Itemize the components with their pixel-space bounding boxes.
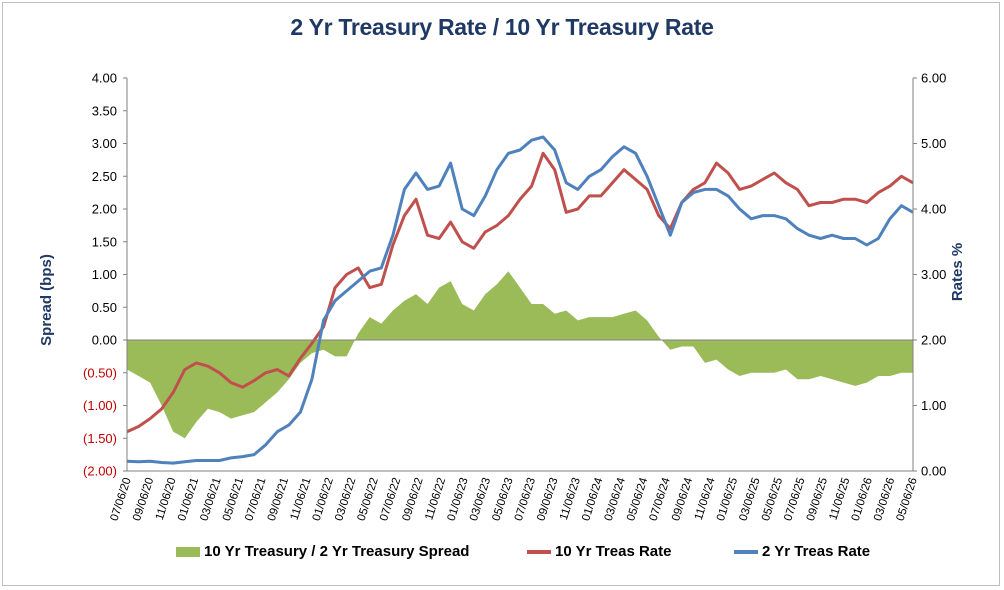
x-tick-label: 09/06/20: [131, 476, 156, 522]
left-tick-label: 2.00: [92, 202, 117, 217]
x-tick-label: 05/06/24: [625, 476, 650, 523]
x-tick-label: 11/06/23: [558, 476, 583, 521]
left-tick-label: (2.00): [83, 464, 117, 479]
x-tick-label: 01/06/21: [176, 476, 201, 522]
legend-swatch-spread: [176, 546, 200, 557]
left-tick-label: (1.00): [83, 398, 117, 413]
x-tick-label: 03/06/25: [737, 476, 762, 522]
x-tick-label: 01/06/25: [715, 476, 740, 522]
x-tick-labels: 07/06/2009/06/2011/06/2001/06/2103/06/21…: [109, 476, 920, 523]
left-tick-label: 1.00: [92, 267, 117, 282]
x-tick-label: 05/06/25: [760, 476, 785, 522]
legend-swatch-10yr: [527, 549, 551, 554]
right-tick-label: 2.00: [921, 333, 946, 348]
x-tick-label: 05/06/26: [895, 476, 920, 522]
left-tick-label: 4.00: [92, 71, 117, 86]
x-tick-label: 07/06/22: [378, 476, 403, 522]
x-tick-label: 01/06/26: [850, 476, 875, 522]
legend-item-10yr: 10 Yr Treas Rate: [527, 543, 671, 560]
right-tick-label: 0.00: [921, 464, 946, 479]
line-2yr-rate: [126, 135, 914, 465]
legend-item-2yr: 2 Yr Treas Rate: [734, 543, 870, 560]
right-tick-label: 5.00: [921, 136, 946, 151]
x-tick-label: 05/06/23: [490, 476, 515, 522]
x-tick-label: 03/06/21: [198, 476, 223, 522]
x-tick-label: 11/06/25: [827, 476, 852, 521]
left-tick-label: 1.50: [92, 234, 117, 249]
left-tick-label: (0.50): [83, 365, 117, 380]
right-tick-label: 6.00: [921, 71, 946, 86]
x-tick-label: 05/06/22: [356, 476, 381, 522]
right-axis-title: Rates %: [949, 243, 966, 301]
left-tick-label: 0.00: [92, 333, 117, 348]
x-tick-label: 09/06/22: [401, 476, 426, 522]
left-axis-title: Spread (bps): [38, 254, 55, 346]
x-tick-label: 11/06/20: [154, 476, 179, 521]
x-tick-label: 09/06/23: [535, 476, 560, 522]
x-tick-label: 03/06/23: [468, 476, 493, 522]
x-tick-label: 07/06/24: [648, 476, 673, 523]
x-tick-label: 03/06/26: [872, 476, 897, 522]
x-tick-label: 01/06/24: [580, 476, 605, 523]
right-tick-label: 1.00: [921, 398, 946, 413]
x-tick-label: 11/06/21: [289, 476, 314, 521]
right-y-tick-labels: 6.00 5.00 4.00 3.00 2.00 1.00 0.00: [913, 71, 946, 479]
x-tick-label: 07/06/23: [513, 476, 538, 522]
right-tick-label: 3.00: [921, 267, 946, 282]
spread-area-layer: [127, 271, 913, 439]
left-tick-label: 3.50: [92, 103, 117, 118]
x-tick-label: 07/06/20: [109, 476, 134, 522]
spread-area: [127, 271, 913, 439]
chart-title: 2 Yr Treasury Rate / 10 Yr Treasury Rate: [290, 14, 714, 40]
left-tick-label: 3.00: [92, 136, 117, 151]
x-tick-label: 05/06/21: [221, 476, 246, 522]
line-10yr-rate: [126, 151, 914, 434]
x-tick-label: 01/06/22: [311, 476, 336, 522]
left-tick-label: (1.50): [83, 431, 117, 446]
x-tick-label: 11/06/22: [423, 476, 448, 521]
left-y-tick-labels: 4.00 3.50 3.00 2.50 2.00 1.50 1.00 0.50 0.00 (0.5…: [83, 71, 127, 479]
legend-item-spread: 10 Yr Treasury / 2 Yr Treasury Spread: [176, 543, 469, 560]
left-tick-label: 2.50: [92, 169, 117, 184]
legend: 10 Yr Treasury / 2 Yr Treasury Spread 10…: [0, 543, 1004, 567]
x-tick-label: 03/06/24: [603, 476, 628, 523]
x-tick-label: 09/06/21: [266, 476, 291, 522]
legend-label-spread: 10 Yr Treasury / 2 Yr Treasury Spread: [204, 543, 470, 560]
left-tick-label: 0.50: [92, 300, 117, 315]
legend-label-2yr: 2 Yr Treas Rate: [762, 543, 871, 560]
right-tick-label: 4.00: [921, 202, 946, 217]
legend-swatch-2yr: [734, 549, 758, 554]
x-tick-label: 09/06/24: [670, 476, 695, 523]
x-tick-label: 03/06/22: [333, 476, 358, 522]
x-tick-label: 11/06/24: [693, 476, 718, 522]
x-tick-label: 09/06/25: [805, 476, 830, 522]
legend-label-10yr: 10 Yr Treas Rate: [555, 543, 672, 560]
x-tick-label: 07/06/25: [782, 476, 807, 522]
rate-lines-layer: [126, 135, 914, 465]
x-tick-label: 07/06/21: [243, 476, 268, 522]
x-tick-label: 01/06/23: [446, 476, 471, 522]
